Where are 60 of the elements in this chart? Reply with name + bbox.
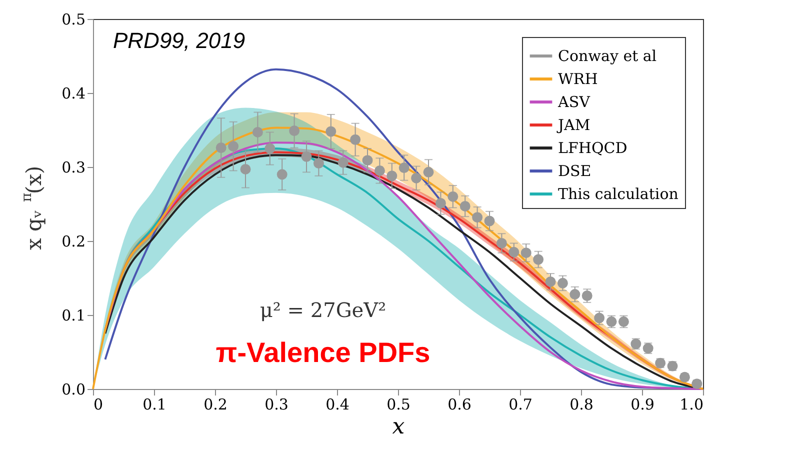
point — [545, 276, 556, 287]
y-axis-title: x qᵥπ(x) — [19, 166, 46, 250]
point — [557, 278, 568, 288]
point — [252, 126, 263, 138]
point — [240, 164, 251, 174]
legend-label: WRH — [558, 70, 598, 88]
point — [362, 155, 373, 166]
x-tick-label: 0.9 — [630, 396, 654, 414]
point — [508, 246, 520, 258]
point — [435, 198, 446, 208]
x-tick-label: 0.5 — [386, 396, 410, 414]
point — [423, 166, 434, 178]
point — [570, 289, 580, 300]
point — [374, 165, 385, 176]
annotation: PRD99, 2019 — [113, 28, 246, 53]
point — [582, 290, 592, 301]
x-tick-label: 0.1 — [142, 396, 166, 414]
x-axis-title: x — [392, 414, 406, 440]
x-tick-label: 0.2 — [204, 396, 228, 414]
y-tick-label: 0.1 — [62, 306, 86, 324]
point — [496, 238, 507, 248]
y-tick-label: 0.3 — [62, 158, 86, 176]
point — [338, 157, 348, 168]
x-tick-label: 0.8 — [570, 396, 594, 414]
legend-label: ASV — [557, 93, 592, 111]
x-tick-label: 0.4 — [326, 396, 350, 414]
legend-label: DSE — [558, 162, 592, 180]
annotation: π-Valence PDFs — [216, 337, 430, 368]
point — [313, 158, 324, 169]
x-tick-label: 0.6 — [448, 396, 472, 414]
point — [228, 141, 239, 152]
point — [398, 162, 410, 173]
point — [301, 151, 312, 162]
point — [289, 126, 300, 136]
point — [533, 254, 544, 265]
x-tick-label: 1.0 — [680, 396, 704, 414]
legend-label: JAM — [556, 116, 590, 134]
y-tick-label: 0.4 — [62, 84, 86, 102]
annotation: μ² = 27GeV² — [260, 298, 386, 322]
point — [326, 126, 336, 137]
y-tick-label: 0.2 — [62, 232, 86, 250]
y-tick-label: 0.5 — [62, 10, 86, 28]
point — [264, 143, 276, 154]
legend-label: This calculation — [558, 185, 679, 203]
x-tick-label: 0.3 — [264, 396, 288, 414]
point — [484, 216, 495, 226]
point — [411, 172, 422, 184]
y-tick-label: 0.0 — [62, 380, 86, 398]
point — [460, 200, 470, 212]
legend-label: Conway et al — [558, 47, 657, 65]
legend-label: LFHQCD — [558, 139, 628, 157]
point — [448, 191, 458, 202]
point — [350, 134, 361, 145]
point — [276, 169, 288, 180]
point — [520, 248, 532, 258]
x-tick-label: 0 — [94, 396, 104, 414]
point — [386, 170, 398, 182]
point — [472, 212, 483, 223]
point — [216, 142, 226, 153]
x-tick-label: 0.7 — [508, 396, 532, 414]
